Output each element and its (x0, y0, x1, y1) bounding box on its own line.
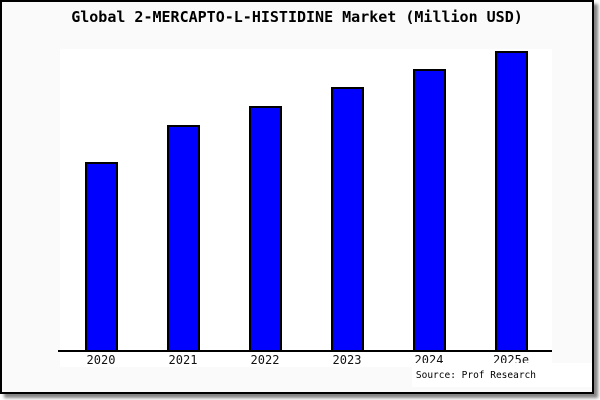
bar-2020 (84, 162, 118, 350)
source-credit: Source: Prof Research (415, 369, 536, 381)
x-tick-label-2021: 2021 (168, 353, 198, 367)
source-strip: Source: Prof Research (412, 363, 592, 387)
bar-slot-2023 (306, 49, 388, 350)
bar-slot-2022 (224, 49, 306, 350)
bar-2025e (494, 51, 528, 350)
bar-2024 (412, 69, 446, 350)
bars-container (60, 49, 552, 350)
bar-2022 (248, 106, 282, 350)
chart-title: Global 2-MERCAPTO-L-HISTIDINE Market (Mi… (71, 8, 523, 26)
x-tick-label-2023: 2023 (332, 353, 362, 367)
chart-panel: Global 2-MERCAPTO-L-HISTIDINE Market (Mi… (0, 0, 594, 394)
plot-area (60, 49, 552, 367)
bar-slot-2024 (388, 49, 470, 350)
x-tick-label-2020: 2020 (86, 353, 116, 367)
bar-2023 (330, 87, 364, 350)
bar-slot-2025e (470, 49, 552, 350)
bar-slot-2020 (60, 49, 142, 350)
x-tick-label-2022: 2022 (250, 353, 280, 367)
bar-slot-2021 (142, 49, 224, 350)
bar-2021 (166, 125, 200, 350)
x-axis-line (58, 350, 552, 352)
